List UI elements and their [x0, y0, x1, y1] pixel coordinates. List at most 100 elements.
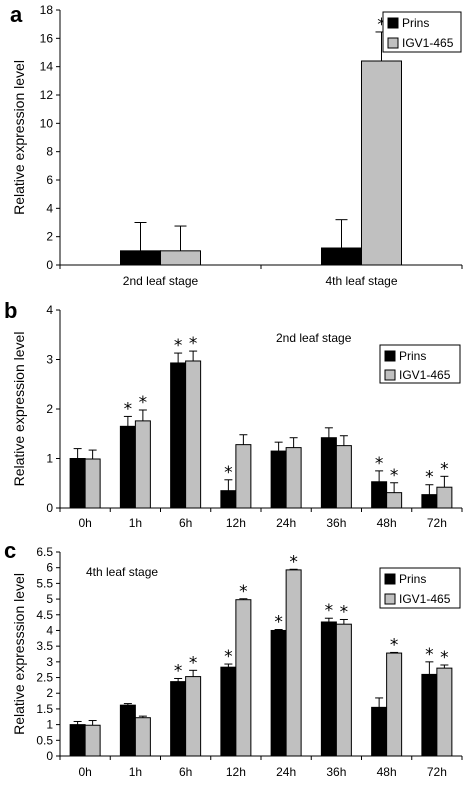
y-tick-label-a-6: 12	[40, 88, 54, 102]
bar-b-0-1	[119, 425, 136, 509]
y-tick-label-a-5: 10	[40, 116, 54, 130]
x-tick-label-b-2: 6h	[179, 516, 192, 530]
significance-star-b-1-6: *	[390, 466, 399, 486]
x-tick-label-b-4: 24h	[276, 516, 296, 530]
bar-c-0-2	[170, 681, 187, 757]
y-tick-label-a-9: 18	[40, 3, 54, 17]
bar-b-0-2	[170, 362, 187, 509]
y-tick-label-c-2: 1	[46, 718, 53, 732]
bar-b-0-4	[270, 450, 287, 509]
chart-a-svg: a Relative expression level 0 2 4 6 8 10 12 14 16 1…	[10, 2, 463, 288]
y-tick-label-b-2: 2	[46, 402, 53, 416]
bar-c-0-1	[119, 704, 136, 757]
bar-b-0-5	[320, 437, 337, 509]
y-tick-label-b-0: 0	[46, 501, 53, 515]
y-tick-label-a-0: 0	[46, 258, 53, 272]
bar-b-1-3	[235, 444, 252, 509]
y-tick-label-b-3: 3	[46, 353, 53, 367]
bar-b-1-2	[185, 360, 202, 509]
x-tick-label-c-0: 0h	[78, 765, 91, 779]
y-tick-label-a-8: 16	[40, 31, 54, 45]
legend-swatch-c-0	[384, 573, 396, 585]
y-tick-label-a-2: 4	[46, 201, 53, 215]
legend-label-a-1: IGV1-465	[402, 36, 454, 50]
y-tick-label-c-8: 4	[46, 623, 53, 637]
significance-star-c-0-2: *	[174, 661, 183, 681]
bar-a-0-0	[120, 250, 161, 266]
legend-swatch-b-0	[384, 350, 396, 362]
bar-c-0-6	[371, 706, 388, 757]
significance-star-c-1-7: *	[440, 648, 449, 668]
x-tick-label-c-1: 1h	[129, 765, 142, 779]
x-tick-label-a-0: 2nd leaf stage	[123, 274, 199, 288]
y-axis-label-b: Relative expression level	[11, 332, 27, 487]
bar-b-1-1	[134, 420, 151, 509]
stage-annotation-c: 4th leaf stage	[86, 565, 158, 579]
significance-star-b-1-7: *	[440, 459, 449, 479]
bar-b-1-7	[436, 486, 453, 509]
bar-b-1-0	[84, 458, 101, 509]
significance-star-b-0-2: *	[174, 336, 183, 356]
bar-a-1-0	[160, 250, 201, 266]
panel-a: a Relative expression level 0 2 4 6 8 10 12 14 16 1…	[0, 0, 472, 300]
bar-c-1-2	[185, 676, 202, 757]
bar-b-0-3	[220, 490, 237, 509]
bar-c-0-0	[69, 724, 86, 757]
panel-b: b Relative expression level 0 1 2 3 4 0h 1h 6h 12h…	[0, 298, 472, 540]
significance-star-b-0-6: *	[375, 454, 384, 474]
bar-b-1-6	[386, 492, 403, 509]
legend-swatch-c-1	[384, 593, 396, 605]
legend-swatch-b-1	[384, 369, 396, 381]
significance-star-b-1-1: *	[139, 393, 148, 413]
bar-c-1-6	[386, 652, 403, 757]
bar-b-1-4	[285, 447, 302, 509]
y-tick-label-c-0: 0	[46, 749, 53, 763]
bar-c-1-5	[335, 623, 352, 757]
bar-c-1-4	[285, 569, 302, 757]
significance-star-b-1-2: *	[189, 334, 198, 354]
chart-c-svg: c Relative expresssion level 0 0.51 1.5 22.5 3…	[4, 538, 463, 779]
y-tick-label-c-5: 2.5	[36, 671, 53, 685]
x-tick-label-c-4: 24h	[276, 765, 296, 779]
significance-star-c-0-5: *	[325, 601, 334, 621]
significance-star-c-1-4: *	[289, 552, 298, 572]
panel-label-c: c	[4, 538, 16, 563]
y-axis-label-c: Relative expresssion level	[11, 573, 27, 735]
panel-c: c Relative expresssion level 0 0.5 1 1.5 2 2.5 3…	[0, 538, 472, 789]
significance-star-c-1-2: *	[189, 653, 198, 673]
stage-annotation-b: 2nd leaf stage	[276, 331, 352, 345]
significance-star-c-0-4: *	[274, 613, 283, 633]
legend-label-c-0: Prins	[399, 572, 426, 586]
x-tick-label-b-6: 48h	[377, 516, 397, 530]
y-axis-label-a: Relative expression level	[11, 60, 27, 215]
significance-star-c-1-5: *	[340, 602, 349, 622]
significance-star-c-0-3: *	[224, 647, 233, 667]
y-tick-label-c-6: 3	[46, 655, 53, 669]
bar-c-0-5	[320, 621, 337, 757]
y-tick-label-a-7: 14	[40, 60, 54, 74]
y-tick-label-c-4: 2	[46, 686, 53, 700]
bar-c-0-4	[270, 629, 287, 757]
significance-star-c-1-3: *	[239, 582, 248, 602]
bar-a-1-1	[361, 60, 402, 266]
legend-swatch-a-0	[387, 17, 399, 29]
legend-swatch-a-1	[387, 37, 399, 49]
y-tick-label-b-1: 1	[46, 452, 53, 466]
y-tick-label-c-7: 3.5	[36, 639, 53, 653]
bar-c-1-7	[436, 667, 453, 757]
y-tick-label-c-3: 1.5	[36, 702, 53, 716]
bar-b-0-6	[371, 481, 388, 509]
panel-label-a: a	[10, 2, 23, 27]
significance-star-b-0-1: *	[124, 399, 133, 419]
y-tick-label-c-9: 4.5	[36, 608, 53, 622]
significance-star-b-0-7: *	[425, 468, 434, 488]
bar-c-1-0	[84, 724, 101, 757]
significance-star-c-0-7: *	[425, 645, 434, 665]
x-tick-label-c-6: 48h	[377, 765, 397, 779]
legend-label-b-0: Prins	[399, 349, 426, 363]
bar-c-0-7	[421, 673, 438, 757]
y-tick-label-a-1: 2	[46, 230, 53, 244]
legend-label-a-0: Prins	[402, 16, 429, 30]
x-tick-label-c-2: 6h	[179, 765, 192, 779]
